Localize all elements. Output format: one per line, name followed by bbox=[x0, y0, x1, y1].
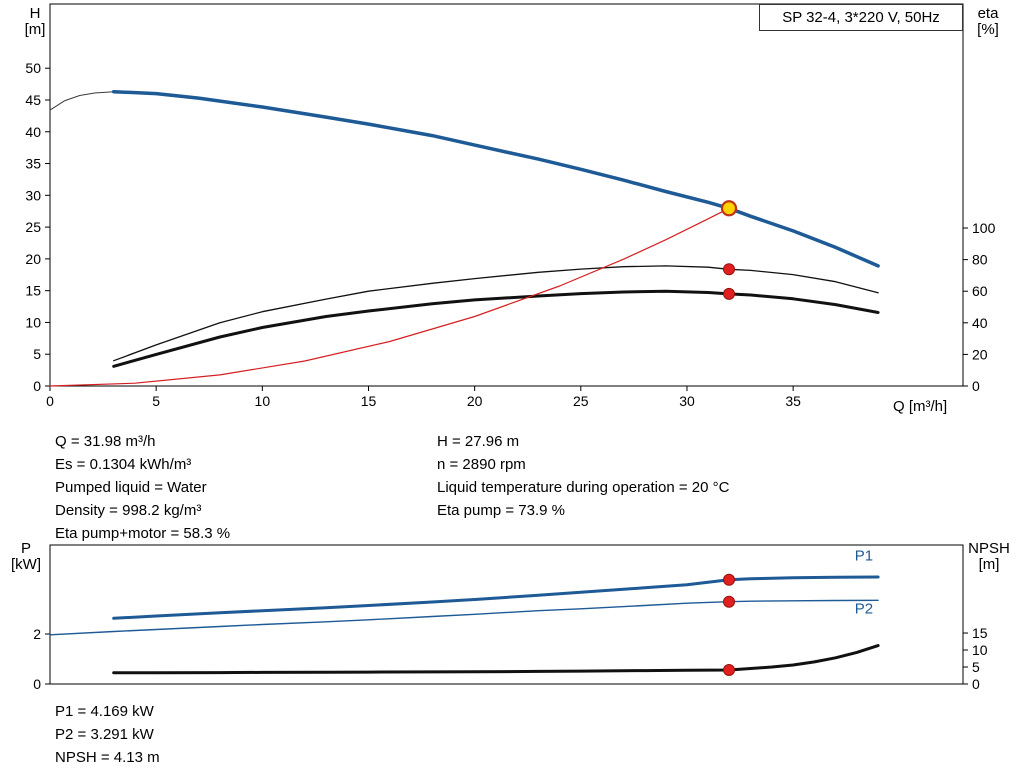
p2-curve bbox=[49, 599, 879, 636]
right-tick-label: 0 bbox=[972, 676, 980, 692]
axis-label-p-unit: [kW] bbox=[11, 556, 41, 573]
duty-info-col2: H = 27.96 m n = 2890 rpm Liquid temperat… bbox=[437, 430, 729, 522]
x-tick-label: 25 bbox=[573, 393, 589, 409]
axis-label-eta-unit: [%] bbox=[977, 21, 999, 38]
left-tick-label: 30 bbox=[25, 187, 41, 203]
p2-point bbox=[723, 595, 736, 608]
info-line-temp: Liquid temperature during operation = 20… bbox=[437, 479, 730, 496]
axis-label-p: P bbox=[20, 540, 31, 557]
info-line-eta-pump: Eta pump = 73.9 % bbox=[437, 502, 565, 519]
left-tick-label: 0 bbox=[33, 378, 41, 394]
eta-pump-curve bbox=[113, 265, 879, 362]
plot-frame bbox=[49, 544, 964, 685]
p1-curve bbox=[112, 575, 880, 620]
left-tick-label: 10 bbox=[25, 314, 41, 330]
info-line-h: H = 27.96 m bbox=[437, 433, 520, 450]
right-tick-label: 60 bbox=[972, 283, 988, 299]
x-tick-label: 20 bbox=[467, 393, 483, 409]
info-line-p1: P1 = 4.169 kW bbox=[55, 703, 154, 720]
left-tick-label: 5 bbox=[33, 346, 41, 362]
x-tick-label: 35 bbox=[785, 393, 801, 409]
info-line-eta-total: Eta pump+motor = 58.3 % bbox=[55, 525, 231, 542]
info-line-n: n = 2890 rpm bbox=[437, 456, 526, 473]
right-tick-label: 5 bbox=[972, 659, 980, 675]
head-curve bbox=[111, 89, 880, 268]
info-line-p2: P2 = 3.291 kW bbox=[55, 726, 154, 743]
pump-title-box: SP 32-4, 3*220 V, 50Hz bbox=[759, 4, 963, 31]
p2-curve-label: P2 bbox=[855, 601, 873, 618]
bottom-right-axis-label: NPSH [m] bbox=[962, 541, 1016, 573]
x-axis-label: Q [m³/h] bbox=[893, 398, 948, 415]
eta-pump-point bbox=[723, 263, 736, 276]
axis-label-npsh: NPSH bbox=[968, 540, 1010, 557]
system-curve bbox=[49, 207, 730, 387]
left-tick-label: 2 bbox=[33, 626, 41, 642]
left-tick-label: 25 bbox=[25, 219, 41, 235]
npsh-point bbox=[723, 663, 736, 676]
right-tick-label: 100 bbox=[972, 220, 996, 236]
axis-label-h-unit: [m] bbox=[24, 21, 46, 38]
x-tick-label: 30 bbox=[679, 393, 695, 409]
plot-frame bbox=[49, 3, 964, 387]
top-right-axis-label: eta [%] bbox=[968, 6, 1008, 38]
left-tick-label: 20 bbox=[25, 251, 41, 267]
power-info-block: P1 = 4.169 kW P2 = 3.291 kW NPSH = 4.13 … bbox=[55, 700, 160, 769]
bottom-left-axis-label: P [kW] bbox=[6, 541, 46, 573]
left-tick-label: 15 bbox=[25, 283, 41, 299]
eta-pump-motor-curve bbox=[112, 289, 880, 368]
right-tick-label: 15 bbox=[972, 625, 988, 641]
right-tick-label: 10 bbox=[972, 642, 988, 658]
npsh-curve bbox=[112, 644, 880, 675]
info-line-density: Density = 998.2 kg/m³ bbox=[55, 502, 202, 519]
axis-label-npsh-unit: [m] bbox=[978, 556, 1000, 573]
top-left-axis-label: H [m] bbox=[18, 6, 52, 38]
p1-point bbox=[723, 573, 736, 586]
duty-point bbox=[720, 200, 738, 217]
x-tick-label: 15 bbox=[361, 393, 377, 409]
left-tick-label: 35 bbox=[25, 156, 41, 172]
info-line-q: Q = 31.98 m³/h bbox=[55, 433, 156, 450]
axis-label-eta: eta bbox=[977, 5, 999, 22]
x-tick-label: 10 bbox=[255, 393, 271, 409]
head-curve-extension bbox=[49, 91, 115, 111]
axis-label-h: H bbox=[29, 5, 41, 22]
right-tick-label: 0 bbox=[972, 378, 980, 394]
eta-pump-motor-point bbox=[723, 287, 736, 300]
info-line-npsh: NPSH = 4.13 m bbox=[55, 749, 160, 766]
head-efficiency-chart: 0 5 10 15 20 25 30 35 0 5 10 15 20 25 30 35 40 45 50 0 20 40 6… bbox=[25, 3, 996, 409]
info-line-es: Es = 0.1304 kWh/m³ bbox=[55, 456, 192, 473]
p1-curve-label: P1 bbox=[855, 547, 873, 564]
right-tick-label: 80 bbox=[972, 252, 988, 268]
right-tick-label: 40 bbox=[972, 315, 988, 331]
duty-info-col1: Q = 31.98 m³/h Es = 0.1304 kWh/m³ Pumped… bbox=[55, 430, 230, 545]
left-tick-label: 40 bbox=[25, 124, 41, 140]
x-tick-label: 5 bbox=[152, 393, 160, 409]
x-tick-label: 0 bbox=[46, 393, 54, 409]
info-line-liquid: Pumped liquid = Water bbox=[55, 479, 207, 496]
left-tick-label: 0 bbox=[33, 676, 41, 692]
right-tick-label: 20 bbox=[972, 346, 988, 362]
left-tick-label: 50 bbox=[25, 60, 41, 76]
left-tick-label: 45 bbox=[25, 92, 41, 108]
